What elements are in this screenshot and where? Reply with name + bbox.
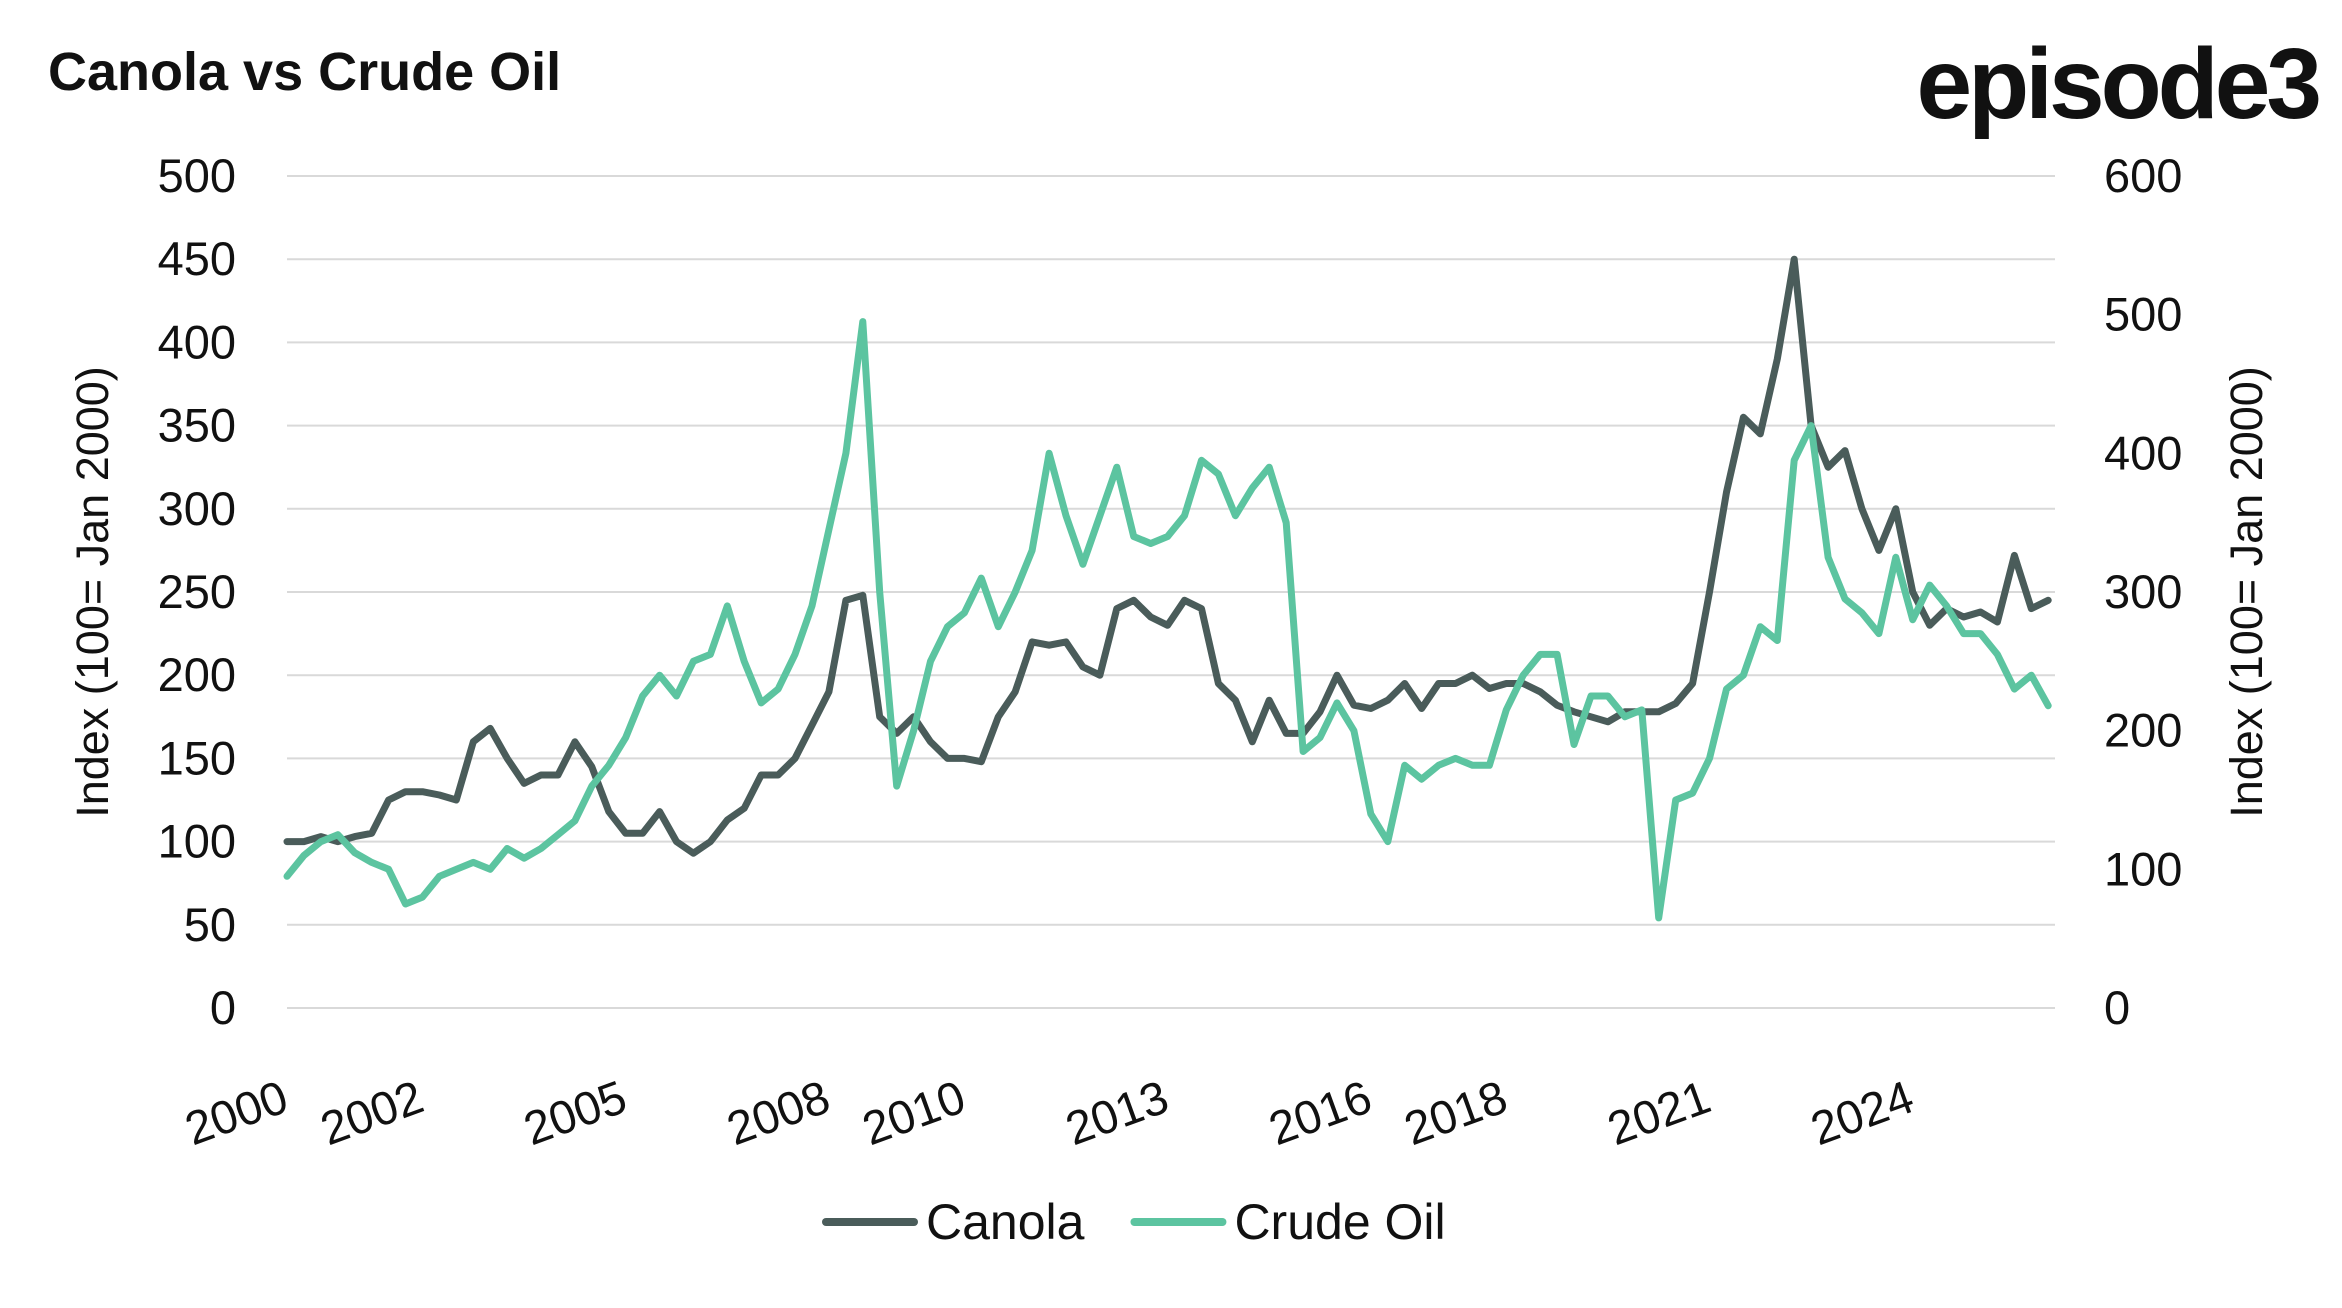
x-tick-label: 2013 [1059, 1070, 1175, 1156]
x-tick-label: 2000 [178, 1070, 294, 1156]
y-tick-label: 500 [158, 149, 236, 202]
x-tick-label: 2018 [1397, 1070, 1513, 1156]
y2-tick-label: 400 [2104, 426, 2182, 479]
y2-axis-title: Index (100= Jan 2000) [2221, 366, 2272, 818]
y-tick-label: 150 [158, 731, 236, 784]
line-series [283, 318, 2052, 922]
line-series [283, 255, 2052, 857]
legend-label: Canola [926, 1194, 1085, 1250]
x-tick-label: 2024 [1804, 1070, 1920, 1156]
x-tick-label: 2021 [1601, 1070, 1717, 1156]
logo: episode3 [1917, 28, 2319, 140]
legend: Canola Crude Oil [822, 1194, 1446, 1250]
x-tick-label: 2008 [720, 1070, 836, 1156]
y-tick-label: 0 [210, 981, 236, 1034]
legend-label: Crude Oil [1234, 1194, 1445, 1250]
y2-tick-label: 600 [2104, 149, 2182, 202]
y-tick-label: 250 [158, 565, 236, 618]
y-tick-label: 450 [158, 232, 236, 285]
y-axis-title: Index (100= Jan 2000) [67, 366, 118, 818]
y2-tick-label: 100 [2104, 842, 2182, 895]
y-tick-label: 400 [158, 315, 236, 368]
x-tick-label: 2005 [517, 1070, 633, 1156]
chart-title: Canola vs Crude Oil [48, 42, 561, 102]
y-tick-label: 100 [158, 815, 236, 868]
y-tick-label: 300 [158, 482, 236, 535]
y-tick-label: 200 [158, 648, 236, 701]
y2-tick-label: 0 [2104, 981, 2130, 1034]
y-tick-label: 350 [158, 399, 236, 452]
x-tick-label: 2002 [314, 1070, 430, 1156]
x-tick-label: 2016 [1262, 1070, 1378, 1156]
y-tick-label: 50 [184, 898, 236, 951]
x-tick-label: 2010 [855, 1070, 971, 1156]
y2-tick-label: 300 [2104, 565, 2182, 618]
y2-tick-label: 200 [2104, 704, 2182, 757]
y2-tick-label: 500 [2104, 288, 2182, 341]
